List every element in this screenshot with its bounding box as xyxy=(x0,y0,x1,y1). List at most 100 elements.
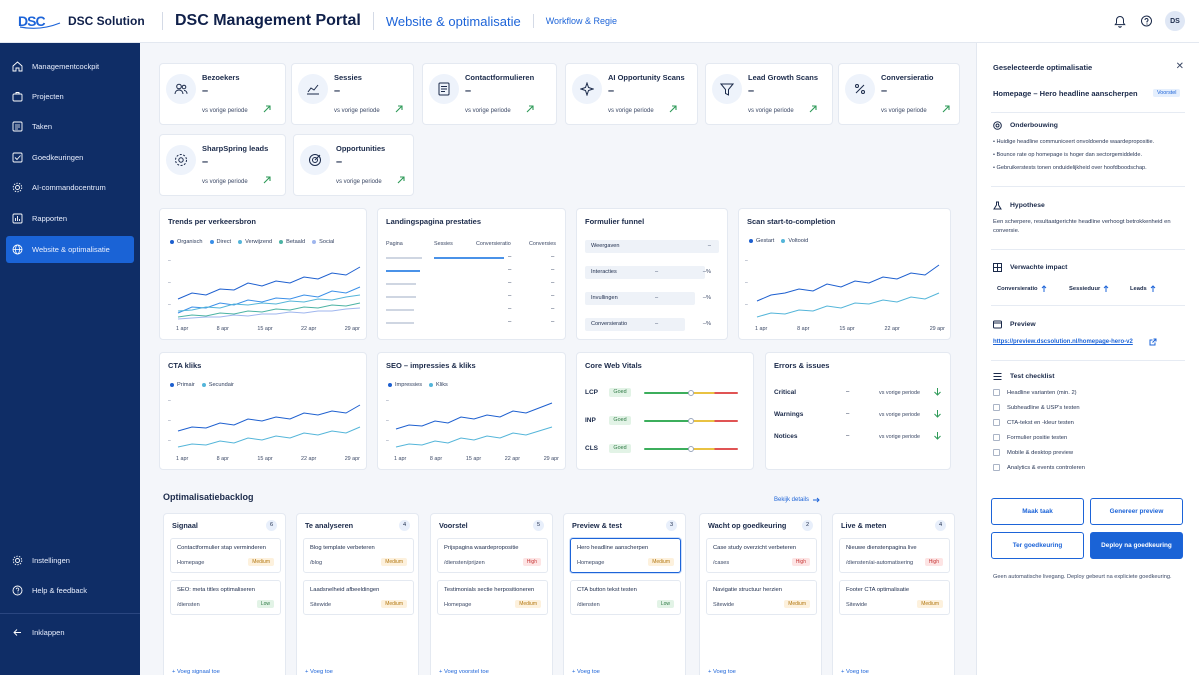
logo[interactable]: DSC DSC Solution xyxy=(0,13,150,29)
bell-icon[interactable] xyxy=(1113,14,1127,28)
submit-review-button[interactable]: Ter goedkeuring xyxy=(991,532,1084,559)
avatar[interactable]: DS xyxy=(1165,11,1185,31)
kpi-value: – xyxy=(202,156,209,168)
svg-text:–: – xyxy=(168,398,171,404)
legend-item: Social xyxy=(312,239,334,245)
table-row[interactable]: – – xyxy=(386,280,586,290)
scan-completion-chart-card: Scan start-to-completion Gestart Voltooi… xyxy=(738,208,951,340)
errors-issues-card: Errors & issues Critical – vs vorige per… xyxy=(765,352,951,503)
add-signal-button[interactable]: + Voeg signaal toe xyxy=(172,669,220,675)
view-details-link[interactable]: Bekijk details xyxy=(774,497,820,503)
collapse-sidebar-button[interactable]: Inklappen xyxy=(6,619,134,646)
help-chat-icon[interactable] xyxy=(1139,14,1153,28)
sidebar-item-projecten[interactable]: Projecten xyxy=(6,83,134,110)
task-card[interactable]: Testimonials sectie herpositioneren Homep… xyxy=(437,580,548,615)
task-card[interactable]: Case study overzicht verbeteren/cases Hig… xyxy=(706,538,817,573)
task-card[interactable]: Blog template verbeteren/blog Medium xyxy=(303,538,414,573)
filter-icon xyxy=(712,74,742,104)
add-task-button[interactable]: + Voeg toe xyxy=(572,669,600,675)
sparkle-icon xyxy=(572,74,602,104)
users-icon xyxy=(166,74,196,104)
task-card[interactable]: Laadsnelheid afbeeldingen Sitewide Medium xyxy=(303,580,414,615)
add-task-button[interactable]: + Voeg toe xyxy=(841,669,869,675)
preview-link[interactable]: https://preview.dscsolution.nl/homepage-… xyxy=(993,339,1133,345)
deploy-after-approval-button[interactable]: Deploy na goedkeuring xyxy=(1090,532,1183,559)
sidebar-item-goedkeuringen[interactable]: Goedkeuringen xyxy=(6,144,134,171)
generate-preview-button[interactable]: Genereer preview xyxy=(1090,498,1183,525)
task-card[interactable]: Prijspagina waardepropositie/diensten/pr… xyxy=(437,538,548,573)
portal-title: DSC Management Portal xyxy=(175,12,361,29)
checklist-item[interactable]: Mobile & desktop preview xyxy=(993,449,1073,456)
briefcase-icon xyxy=(12,92,23,102)
task-card[interactable]: Footer CTA optimalisatie Sitewide Medium xyxy=(839,580,950,615)
list-item: • Bounce rate op homepage is hoger dan s… xyxy=(993,152,1143,158)
add-proposal-button[interactable]: + Voeg voorstel toe xyxy=(439,669,489,675)
kpi-card-lead-growth-scans[interactable]: Lead Growth Scans – vs vorige periode xyxy=(705,63,833,125)
table-row[interactable]: – – xyxy=(386,254,586,264)
legend-item: Impressies xyxy=(388,382,422,388)
checklist-item[interactable]: CTA-tekst en -kleur testen xyxy=(993,419,1074,426)
kpi-value: – xyxy=(608,85,615,97)
kpi-card-sessies[interactable]: Sessies – vs vorige periode xyxy=(291,63,414,125)
external-link-icon[interactable] xyxy=(1149,338,1157,346)
sidebar-item-ai-commandocentrum[interactable]: AI-commandocentrum xyxy=(6,174,134,201)
grid-icon xyxy=(993,263,1002,272)
trend-up-icon xyxy=(526,105,534,113)
task-card[interactable]: SEO: meta titles optimaliseren/diensten L… xyxy=(170,580,281,615)
legend-item: Primair xyxy=(170,382,195,388)
svg-text:–: – xyxy=(386,438,389,444)
add-task-button[interactable]: + Voeg toe xyxy=(708,669,736,675)
sidebar-item-instellingen[interactable]: Instellingen xyxy=(6,547,134,574)
divider xyxy=(0,613,140,614)
task-card[interactable]: Navigatie structuur herzien Sitewide Mediu… xyxy=(706,580,817,615)
breadcrumb-current[interactable]: Website & optimalisatie xyxy=(385,13,521,29)
checklist-item[interactable]: Subheadline & USP's testen xyxy=(993,404,1080,411)
trend-up-icon xyxy=(397,176,405,184)
sidebar-item-managementcockpit[interactable]: Managementcockpit xyxy=(6,53,134,80)
table-row[interactable]: – – xyxy=(386,319,586,329)
checkbox[interactable] xyxy=(993,449,1000,456)
checkbox[interactable] xyxy=(993,434,1000,441)
checklist-item[interactable]: Analytics & events controleren xyxy=(993,464,1085,471)
table-row[interactable]: – – xyxy=(386,306,586,316)
checkbox[interactable] xyxy=(993,389,1000,396)
close-icon[interactable]: ✕ xyxy=(1175,61,1184,72)
breadcrumb-workflow[interactable]: Workflow & Regie xyxy=(545,16,618,26)
checkbox[interactable] xyxy=(993,464,1000,471)
checklist-item[interactable]: Formulier positie testen xyxy=(993,434,1067,441)
detail-panel: Geselecteerde optimalisatie ✕ Homepage –… xyxy=(976,43,1199,675)
checkbox[interactable] xyxy=(993,419,1000,426)
table-row[interactable]: – – xyxy=(386,267,586,277)
cls-gauge xyxy=(644,446,738,452)
section-impact: Verwachte impact xyxy=(993,263,1067,272)
add-task-button[interactable]: + Voeg toe xyxy=(305,669,333,675)
sidebar-item-rapporten[interactable]: Rapporten xyxy=(6,205,134,232)
kpi-card-ai-opportunity-scans[interactable]: AI Opportunity Scans – vs vorige periode xyxy=(565,63,698,125)
kpi-card-bezoekers[interactable]: Bezoekers – vs vorige periode xyxy=(159,63,286,125)
sidebar-item-help-feedback[interactable]: Help & feedback xyxy=(6,577,134,604)
core-web-vitals-card: Core Web Vitals LCP Goed INP Goed CLS Go… xyxy=(576,352,754,470)
task-page: Homepage xyxy=(444,602,472,608)
create-task-button[interactable]: Maak taak xyxy=(991,498,1084,525)
sidebar-item-website-optimalisatie[interactable]: Website & optimalisatie xyxy=(6,236,134,263)
status-badge: Voorstel xyxy=(1153,89,1181,97)
kpi-card-opportunities[interactable]: Opportunities – vs vorige periode xyxy=(293,134,414,196)
checklist-item[interactable]: Headline varianten (min. 2) xyxy=(993,389,1077,396)
kpi-card-conversieratio[interactable]: Conversieratio – vs vorige periode xyxy=(838,63,960,125)
task-card[interactable]: Nieuwe dienstenpagina live/diensten/ai-a… xyxy=(839,538,950,573)
kpi-card-contactformulieren[interactable]: Contactformulieren – vs vorige periode xyxy=(422,63,557,125)
kpi-value: – xyxy=(202,85,209,97)
column-title: Te analyseren xyxy=(305,521,354,530)
divider xyxy=(991,360,1185,361)
section-preview: Preview xyxy=(993,320,1036,329)
table-row[interactable]: – – xyxy=(386,293,586,303)
checkbox[interactable] xyxy=(993,404,1000,411)
svg-text:–: – xyxy=(745,302,748,308)
task-card[interactable]: Contactformulier stap verminderen Homepag… xyxy=(170,538,281,573)
task-card[interactable]: CTA button tekst testen/diensten Low xyxy=(570,580,681,615)
kpi-card-sharpspring-leads[interactable]: SharpSpring leads – vs vorige periode xyxy=(159,134,286,196)
task-card-selected[interactable]: Hero headline aanscherpen Homepage Medium xyxy=(570,538,681,573)
sidebar-item-taken[interactable]: Taken xyxy=(6,113,134,140)
column-title: Live & meten xyxy=(841,521,887,530)
task-title: Navigatie structuur herzien xyxy=(713,587,782,593)
